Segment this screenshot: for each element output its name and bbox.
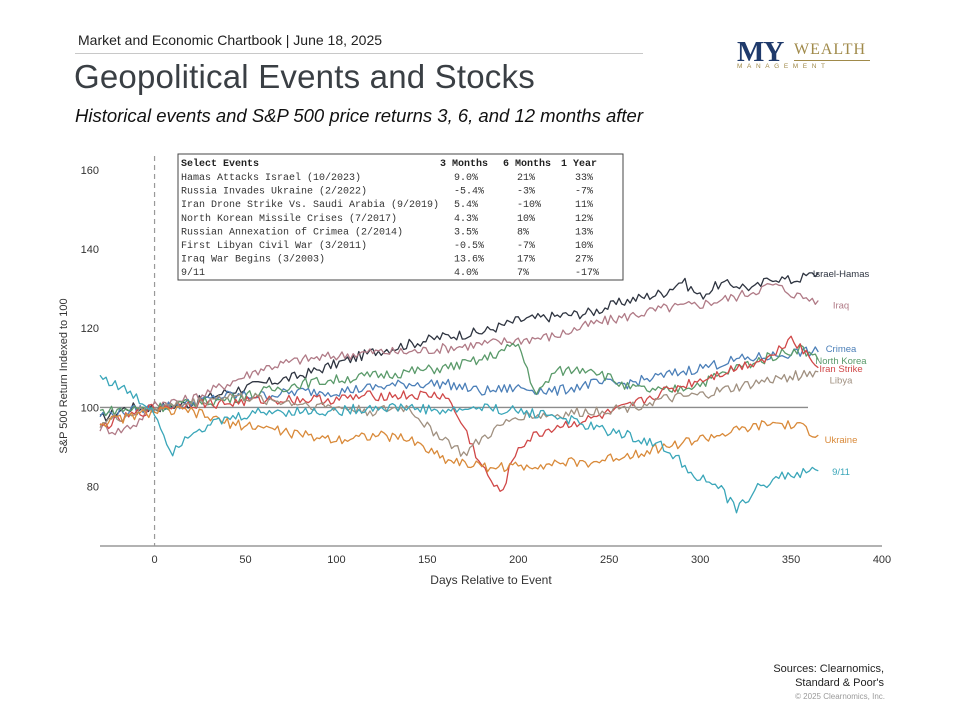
page-subtitle: Historical events and S&P 500 price retu… [75,105,643,126]
series-line-north-korea [99,342,819,417]
table-cell: 4.0% [454,268,478,279]
table-cell: 27% [575,255,593,266]
table-cell: -0.5% [454,241,484,252]
table-cell: 5.4% [454,200,478,211]
sources-line-2: Standard & Poor's [795,677,884,689]
table-cell: 11% [575,200,593,211]
page-title: Geopolitical Events and Stocks [74,58,535,95]
table-header-cell: Select Events [181,158,259,170]
series-line-9-11 [99,374,819,514]
chartbook-header: Market and Economic Chartbook | June 18,… [78,32,383,48]
sources-note: Sources: Clearnomics, Standard & Poor's [773,662,884,690]
table-cell: 7% [517,268,529,279]
table-cell: -7% [575,187,593,198]
series-end-label: Iraq [833,300,849,311]
table-cell: Russia Invades Ukraine (2/2022) [181,186,367,198]
table-cell: 13% [575,227,593,238]
company-logo: MY WEALTH MANAGEMENT [737,36,871,74]
y-tick-label: 160 [81,165,99,177]
table-cell: Hamas Attacks Israel (10/2023) [181,172,361,184]
x-tick-label: 50 [239,554,251,566]
x-tick-label: 300 [691,554,709,566]
series-line-ukraine [99,405,819,473]
table-cell: 10% [517,214,535,225]
series-end-label: North Korea [815,356,867,367]
y-tick-label: 100 [81,402,99,414]
table-cell: 33% [575,173,593,184]
y-axis-label: S&P 500 Return Indexed to 100 [58,298,70,453]
table-cell: Russian Annexation of Crimea (2/2014) [181,226,403,238]
table-header-cell: 3 Months [440,158,488,170]
logo-management: MANAGEMENT [737,63,830,70]
series-line-iraq [99,283,819,436]
table-cell: 9.0% [454,173,478,184]
series-line-iran-strike [99,335,819,492]
header-divider [75,53,643,54]
series-end-label: Crimea [826,344,857,355]
table-cell: Iraq War Begins (3/2003) [181,254,325,266]
x-tick-label: 100 [327,554,345,566]
table-header-cell: 6 Months [503,158,551,170]
table-cell: First Libyan Civil War (3/2011) [181,240,367,252]
logo-wealth: WEALTH [794,41,867,58]
table-cell: 21% [517,173,535,184]
table-cell: 13.6% [454,255,484,266]
table-cell: North Korean Missile Crises (7/2017) [181,213,397,225]
table-cell: 10% [575,241,593,252]
series-line-libya [99,369,819,457]
series-end-label: Israel-Hamas [813,269,870,280]
logo-my: MY [737,36,784,68]
x-tick-label: 350 [782,554,800,566]
series-end-label: Libya [830,376,853,387]
series-line-israel-hamas [99,272,819,422]
table-cell: Iran Drone Strike Vs. Saudi Arabia (9/20… [181,199,439,211]
table-cell: 17% [517,255,535,266]
x-tick-label: 400 [873,554,891,566]
table-header-cell: 1 Year [561,159,597,170]
y-tick-label: 140 [81,244,99,256]
series-end-label: Ukraine [825,435,858,446]
x-tick-label: 150 [418,554,436,566]
copyright: © 2025 Clearnomics, Inc. [795,692,885,701]
series-end-label: 9/11 [832,467,850,478]
table-cell: 8% [517,227,529,238]
x-tick-label: 250 [600,554,618,566]
y-tick-label: 80 [87,482,99,494]
table-cell: -5.4% [454,187,484,198]
events-table-box [177,153,624,281]
series-end-label: Iran Strike [819,364,862,375]
table-cell: 12% [575,214,593,225]
table-cell: -7% [517,241,535,252]
x-axis-label: Days Relative to Event [430,573,552,587]
table-cell: -17% [575,268,599,279]
x-tick-label: 200 [509,554,527,566]
table-cell: -10% [517,200,541,211]
x-tick-label: 0 [151,554,157,566]
sources-line-1: Sources: Clearnomics, [773,663,884,675]
table-cell: -3% [517,187,535,198]
table-cell: 4.3% [454,214,478,225]
table-cell: 9/11 [181,267,205,279]
table-cell: 3.5% [454,227,478,238]
y-tick-label: 120 [81,323,99,335]
logo-rule [794,60,870,61]
